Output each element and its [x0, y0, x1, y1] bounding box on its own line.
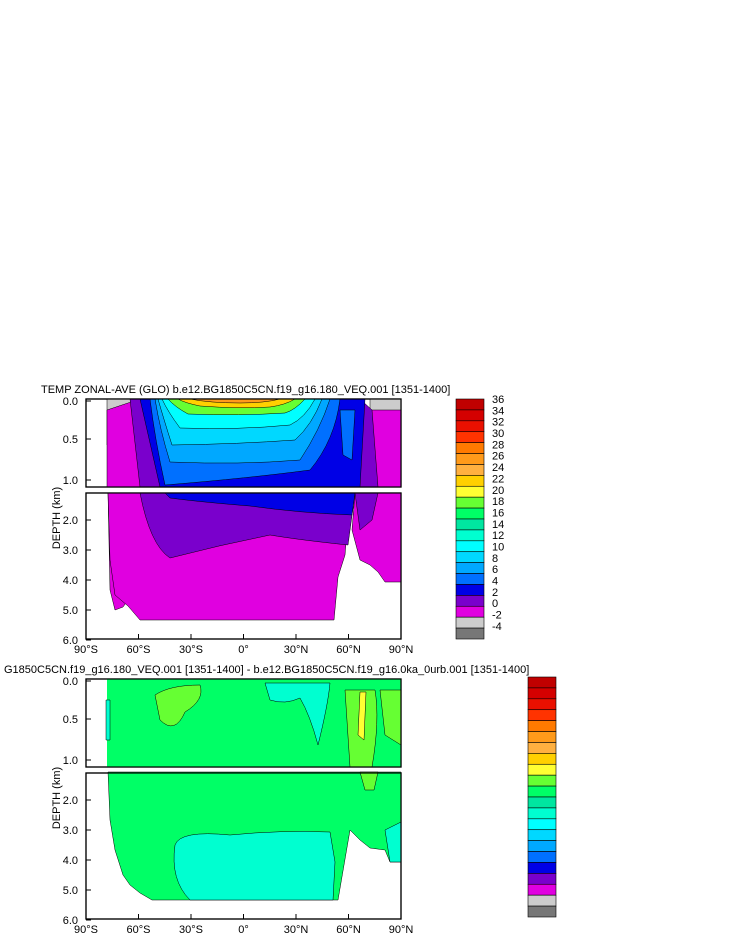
colorbar-label-1-20: -4: [492, 621, 502, 633]
upper-frame-top-1: [85, 398, 402, 488]
x-tick-label-2-5: 60°N: [336, 924, 361, 936]
colorbar-label-1-11: 14: [492, 519, 504, 531]
y-tick-label-lower-2-4: 6.0: [63, 915, 78, 927]
colorbar-label-1-9: 18: [492, 496, 504, 508]
x-tick-label-2-4: 30°N: [284, 924, 309, 936]
colorbar-label-1-1: 34: [492, 405, 504, 417]
y-tick-label-lower-1-1: 3.0: [63, 545, 78, 557]
colorbar-label-1-18: 0: [492, 598, 498, 610]
colorbar-box-2-13: [527, 818, 557, 831]
colorbar-box-2-3: [527, 709, 557, 721]
colorbar-label-1-12: 12: [492, 530, 504, 542]
colorbar-label-1-15: 6: [492, 564, 498, 576]
x-tick-label-2-1: 60°S: [127, 924, 151, 936]
y-tick-label-lower-2-2: 4.0: [63, 855, 78, 867]
colorbar-box-2-18: [527, 873, 557, 885]
field-cyan-upper: [264, 682, 331, 746]
colorbar-box-2-17: [527, 862, 557, 874]
y-tick-label-lower-1-4: 6.0: [63, 635, 78, 647]
y-tick-label-upper-1-0: 0.0: [63, 396, 78, 408]
colorbar-label-1-6: 24: [492, 462, 504, 474]
y-tick-label-lower-1-0: 2.0: [63, 515, 78, 527]
colorbar-box-2-10: [527, 785, 557, 798]
lower-frame-top-2: [85, 772, 402, 920]
x-tick-label-1-6: 90°N: [389, 644, 414, 656]
colorbar-label-1-7: 22: [492, 473, 504, 485]
colorbar-label-1-16: 4: [492, 576, 498, 588]
y-tick-label-lower-1-3: 5.0: [63, 605, 78, 617]
field-nh-cell: [339, 409, 356, 461]
chart-title-1: TEMP ZONAL-AVE (GLO) b.e12.BG1850C5CN.f1…: [41, 384, 451, 396]
colorbar-box-2-8: [527, 763, 557, 776]
x-tick-label-2-2: 30°S: [179, 924, 203, 936]
colorbar-label-1-4: 28: [492, 439, 504, 451]
colorbar-box-2-4: [527, 720, 557, 732]
field-blue-lower: [164, 492, 356, 516]
y-tick-label-lower-2-1: 3.0: [63, 825, 78, 837]
colorbar-label-1-17: 2: [492, 587, 498, 599]
colorbar-label-1-3: 30: [492, 428, 504, 440]
y-tick-label-upper-2-0: 0.0: [63, 676, 78, 688]
colorbar-label-1-13: 10: [492, 541, 504, 553]
colorbar-box-2-5: [527, 731, 557, 743]
x-tick-label-1-4: 30°N: [284, 644, 309, 656]
chart-title-2: G1850C5CN.f19_g16.180_VEQ.001 [1351-1400…: [4, 664, 530, 676]
y-tick-label-upper-2-2: 1.0: [63, 755, 78, 767]
colorbar-box-2-21: [527, 905, 557, 918]
colorbar-box-2-20: [527, 894, 557, 907]
x-tick-label-1-2: 30°S: [179, 644, 203, 656]
colorbar-box-2-11: [527, 796, 557, 809]
colorbar-box-2-15: [527, 840, 557, 852]
x-tick-label-1-1: 60°S: [127, 644, 151, 656]
colorbar-box-2-7: [527, 753, 557, 765]
field-cyan-edge: [105, 699, 111, 741]
y-tick-label-lower-2-0: 2.0: [63, 795, 78, 807]
colorbar-box-2-14: [527, 829, 557, 841]
colorbar-label-1-14: 8: [492, 553, 498, 565]
colorbar-box-2-16: [527, 851, 557, 863]
colorbar-box-2-19: [527, 883, 557, 896]
colorbar-box-2-0: [527, 676, 557, 689]
field-lightgreen-lower: [359, 771, 379, 791]
colorbar-label-1-2: 32: [492, 417, 504, 429]
colorbar-box-2-6: [527, 742, 557, 754]
x-tick-label-2-6: 90°N: [389, 924, 414, 936]
colorbar-box-2-2: [527, 698, 557, 711]
x-tick-label-1-5: 60°N: [336, 644, 361, 656]
colorbar-box-2-12: [527, 807, 557, 820]
y-tick-label-upper-2-1: 0.5: [63, 714, 78, 726]
x-tick-label-1-3: 0°: [238, 644, 249, 656]
y-tick-label-lower-2-3: 5.0: [63, 885, 78, 897]
field-cyan-lower: [173, 831, 336, 901]
colorbar-label-1-0: 36: [492, 394, 504, 406]
y-axis-label-2: DEPTH (km): [51, 767, 63, 829]
upper-frame-top-2: [85, 678, 402, 768]
lower-frame-top-1: [85, 492, 402, 640]
x-tick-label-2-3: 0°: [238, 924, 249, 936]
field-24-28: [189, 398, 281, 404]
colorbar-box-1-21: [455, 627, 485, 640]
x-tick-label-2-0: 90°S: [74, 924, 98, 936]
field-lightgreen-upper-1: [154, 684, 202, 727]
y-tick-label-upper-1-1: 0.5: [63, 434, 78, 446]
colorbar-label-1-10: 16: [492, 507, 504, 519]
y-axis-label-1: DEPTH (km): [51, 487, 63, 549]
y-tick-label-upper-1-2: 1.0: [63, 475, 78, 487]
field-yellow-upper: [357, 691, 367, 741]
y-tick-label-lower-1-2: 4.0: [63, 575, 78, 587]
colorbar-box-2-1: [527, 687, 557, 700]
colorbar-box-2-9: [527, 774, 557, 787]
colorbar-label-1-5: 26: [492, 451, 504, 463]
colorbar-label-1-8: 20: [492, 485, 504, 497]
colorbar-label-1-19: -2: [492, 610, 502, 622]
x-tick-label-1-0: 90°S: [74, 644, 98, 656]
